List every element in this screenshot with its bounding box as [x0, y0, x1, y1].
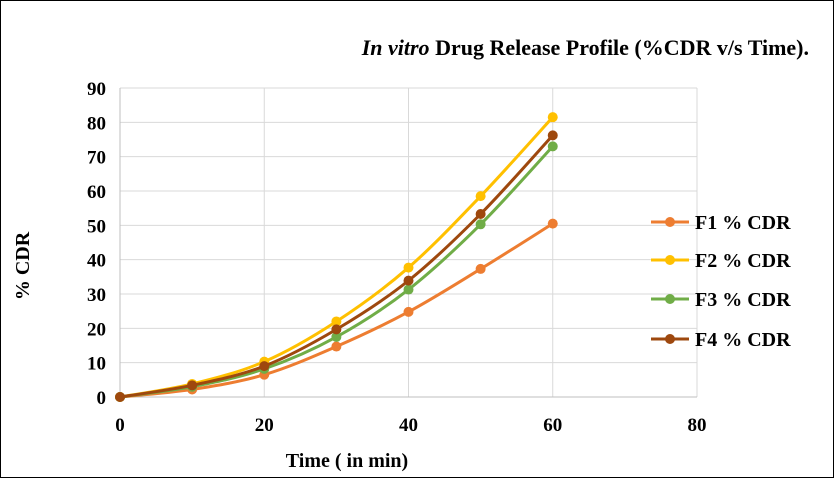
legend-entry-3: F3 % CDR	[651, 289, 791, 311]
legend-swatch-marker	[665, 217, 675, 227]
legend-swatch-marker	[665, 255, 675, 265]
series-4	[115, 130, 558, 402]
legend-entry-4: F4 % CDR	[651, 329, 791, 351]
y-tick-label: 0	[97, 388, 107, 409]
series-line	[118, 115, 555, 399]
series-2	[115, 112, 558, 402]
gridlines	[120, 87, 698, 397]
data-point	[403, 306, 414, 317]
data-point	[475, 263, 486, 274]
y-tick-label: 10	[87, 354, 106, 375]
x-tick-label: 60	[543, 415, 562, 436]
axes	[119, 88, 697, 398]
x-tick-label: 20	[255, 415, 274, 436]
data-point	[403, 275, 414, 286]
data-point	[547, 218, 558, 229]
y-tick-label: 20	[87, 319, 106, 340]
legend-swatch-marker	[665, 294, 675, 304]
x-axis-title: Time ( in min)	[286, 450, 408, 472]
y-tick-label: 50	[87, 216, 106, 237]
chart-title-rest: Drug Release Profile (%CDR v/s Time).	[430, 35, 809, 60]
legend: F1 % CDR F2 % CDR F3 % CDR F4 % CDR	[651, 212, 791, 351]
series-line	[118, 222, 555, 399]
data-point	[187, 380, 198, 391]
data-point	[547, 112, 558, 123]
data-point	[403, 284, 414, 295]
data-point	[475, 209, 486, 220]
legend-label: F4 % CDR	[695, 329, 791, 351]
y-tick-label: 30	[87, 285, 106, 306]
legend-swatch-marker	[665, 334, 675, 344]
x-tick-label: 0	[115, 415, 125, 436]
legend-label: F3 % CDR	[695, 289, 791, 311]
tick-labels: 0 10 20 30 40 50 60 70 80 90 0 20 40 60 80	[87, 79, 707, 436]
chart-title: In vitro Drug Release Profile (%CDR v/s …	[361, 35, 809, 60]
data-point	[259, 361, 270, 372]
data-point	[331, 331, 342, 342]
series-group	[115, 112, 558, 402]
data-point	[331, 324, 342, 335]
y-tick-label: 40	[87, 251, 106, 272]
y-tick-label: 90	[87, 79, 106, 100]
series-1	[115, 218, 558, 402]
legend-entry-2: F2 % CDR	[651, 250, 791, 272]
legend-label: F2 % CDR	[695, 250, 791, 272]
data-point	[115, 392, 125, 402]
data-point	[475, 219, 486, 230]
x-tick-label: 40	[399, 415, 418, 436]
data-point	[547, 141, 558, 152]
data-point	[475, 191, 486, 202]
series-line	[118, 144, 555, 399]
data-point	[403, 262, 414, 273]
y-tick-label: 70	[87, 148, 106, 169]
y-tick-label: 80	[87, 113, 106, 134]
data-point	[331, 316, 342, 327]
y-axis-title: % CDR	[12, 231, 34, 300]
legend-label: F1 % CDR	[695, 212, 791, 234]
y-tick-label: 60	[87, 182, 106, 203]
x-tick-label: 80	[688, 415, 707, 436]
legend-entry-1: F1 % CDR	[651, 212, 791, 234]
data-point	[331, 341, 342, 352]
chart-title-italic: In vitro	[361, 35, 430, 60]
data-point	[547, 130, 558, 141]
